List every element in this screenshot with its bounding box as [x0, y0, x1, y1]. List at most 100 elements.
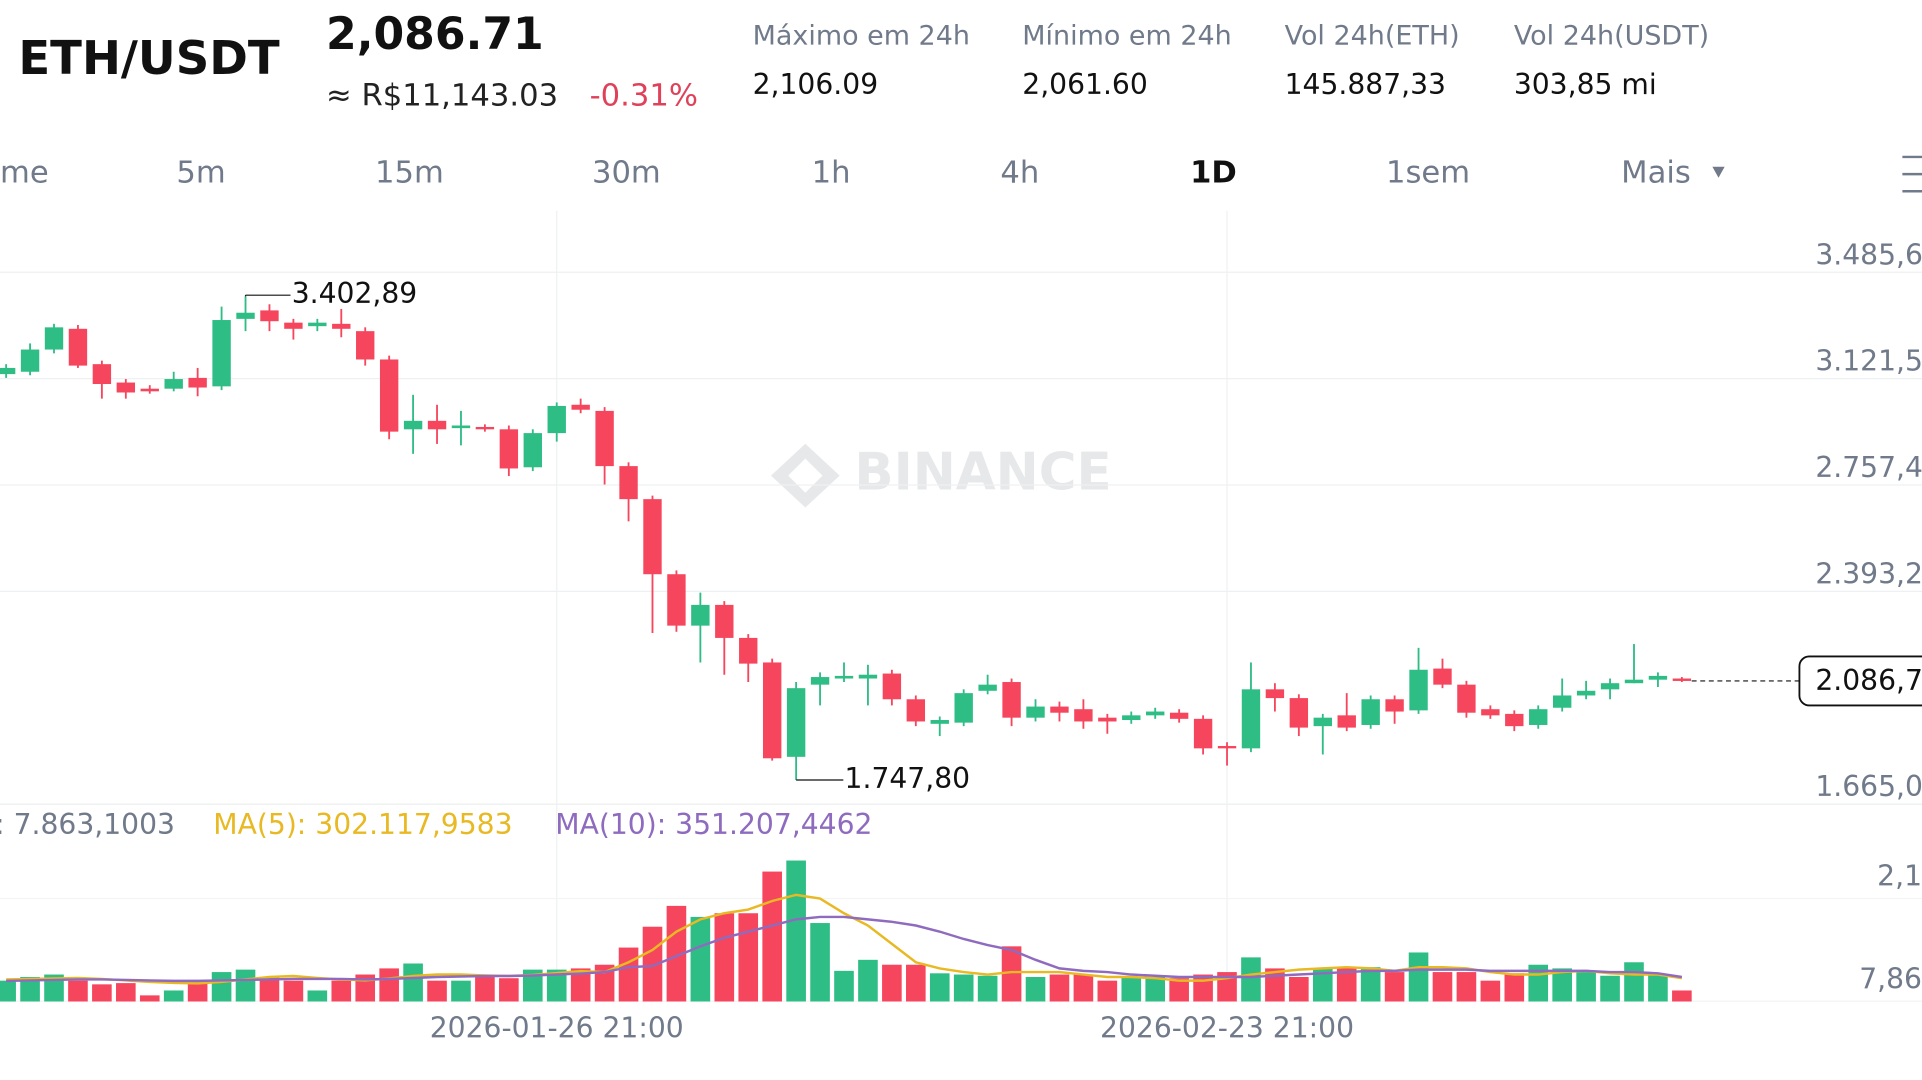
volume-bar: [810, 923, 830, 1002]
candle-body: [810, 677, 830, 685]
volume-bar: [1600, 975, 1620, 1002]
volume-bar: [1121, 976, 1142, 1002]
volume-bar: [1672, 990, 1692, 1002]
candle-body: [715, 604, 734, 638]
max-pointer: [244, 294, 291, 297]
interval-tab[interactable]: 5m: [176, 156, 225, 191]
candle-body: [858, 674, 878, 679]
candle-body: [1576, 690, 1596, 696]
candle-body: [1529, 709, 1548, 725]
volume-bar: [1193, 974, 1213, 1002]
stat-label: Máximo em 24h: [753, 20, 970, 51]
y-tick-label: 2.757,4: [1815, 451, 1922, 484]
candle-body: [978, 684, 997, 691]
volume-bar: [977, 975, 998, 1002]
x-tick-label: 2026-02-23 21:00: [1100, 1012, 1354, 1045]
volume-bar: [475, 976, 495, 1002]
candle-body: [403, 420, 423, 430]
candle-body: [691, 604, 710, 626]
candle-body: [1289, 698, 1309, 728]
volume-bar: [163, 990, 184, 1002]
volume-bar: [1480, 980, 1501, 1002]
ma-legend: MA(5): 302.117,9583: [213, 808, 512, 841]
candle-body: [954, 693, 973, 723]
volume-bar: [522, 969, 543, 1002]
volume-bar: [1241, 957, 1261, 1002]
candle-body: [332, 323, 351, 329]
candle-body: [906, 699, 926, 722]
candle-body: [140, 388, 159, 392]
candle-body: [1313, 717, 1332, 727]
candle-body: [667, 574, 686, 626]
current-price-label: 2.086,7: [1815, 664, 1922, 697]
stat-label: Vol 24h(ETH): [1285, 20, 1460, 51]
candle-body: [595, 410, 614, 467]
volume-bar: [1025, 976, 1046, 1002]
stats: Máximo em 24h 2,106.09 Mínimo em 24h 2,061.…: [753, 20, 1710, 101]
volume-bar: [116, 983, 136, 1002]
interval-tab[interactable]: 1sem: [1386, 156, 1470, 191]
candle-body: [1433, 668, 1452, 685]
volume-bar: [1001, 946, 1022, 1002]
volume-bar: [1408, 952, 1429, 1002]
candle-body: [547, 405, 566, 434]
volume-legend: : 7.863,1003: [0, 808, 175, 841]
ma-legend: MA(10): 351.207,4462: [555, 808, 872, 841]
y-tick-label: 3.121,5: [1815, 345, 1922, 378]
candle-body: [164, 379, 183, 389]
volume-bar: [1312, 968, 1333, 1002]
volume-bar: [1049, 974, 1070, 1002]
volume-bar: [786, 860, 806, 1002]
interval-tab[interactable]: 4h: [1000, 156, 1039, 191]
interval-tab[interactable]: 15m: [375, 156, 444, 191]
volume-bar: [1384, 972, 1405, 1002]
candle-body: [1098, 717, 1117, 722]
current-price-box: [1798, 655, 1922, 707]
volume-bar: [762, 871, 782, 1002]
candle-body: [1217, 746, 1237, 749]
volume-bar: [834, 970, 854, 1002]
candle-body: [451, 425, 471, 429]
stat-value: 303,85 mi: [1514, 68, 1657, 101]
volume-bar: [1504, 973, 1525, 1002]
candle-body: [188, 377, 207, 388]
volume-bar: [1456, 972, 1477, 1002]
interval-tab[interactable]: 30m: [592, 156, 661, 191]
volume-bar: [1289, 976, 1309, 1002]
symbol: ETH/USDT: [18, 31, 280, 85]
candle-body: [284, 322, 303, 329]
interval-tab[interactable]: Mais: [1621, 156, 1691, 191]
candle-body: [379, 359, 399, 432]
volume-bar: [499, 978, 519, 1002]
candle-body: [1624, 679, 1644, 684]
volume-bar: [20, 976, 40, 1002]
interval-tab[interactable]: 1h: [812, 156, 851, 191]
volume-bar: [1576, 972, 1596, 1002]
settings-icon[interactable]: [1902, 155, 1922, 193]
interval-tab[interactable]: 1D: [1190, 156, 1237, 191]
candle-body: [212, 320, 231, 387]
candle-body: [427, 420, 447, 430]
volume-bar: [1073, 974, 1094, 1002]
candle-body: [0, 367, 16, 375]
volume-bar: [1169, 978, 1189, 1002]
candle-body: [1026, 706, 1045, 718]
volume-bar: [929, 973, 950, 1002]
volume-bar: [0, 980, 16, 1002]
price-brl: ≈ R$11,143.03: [326, 78, 558, 113]
volume-bar: [211, 972, 232, 1002]
candle-body: [643, 499, 662, 575]
stat-label: Mínimo em 24h: [1022, 20, 1231, 51]
candle-body: [1672, 678, 1692, 681]
volume-bar: [139, 995, 160, 1002]
candle-body: [1361, 699, 1380, 725]
candle-body: [1050, 706, 1069, 713]
interval-tab[interactable]: me: [0, 156, 49, 191]
y-tick-label: 1.665,0: [1815, 770, 1922, 803]
candle-body: [1648, 675, 1668, 680]
candle-body: [739, 637, 758, 664]
volume-bar: [714, 913, 735, 1002]
price-change: -0.31%: [590, 78, 698, 113]
candle-body: [1002, 682, 1021, 718]
